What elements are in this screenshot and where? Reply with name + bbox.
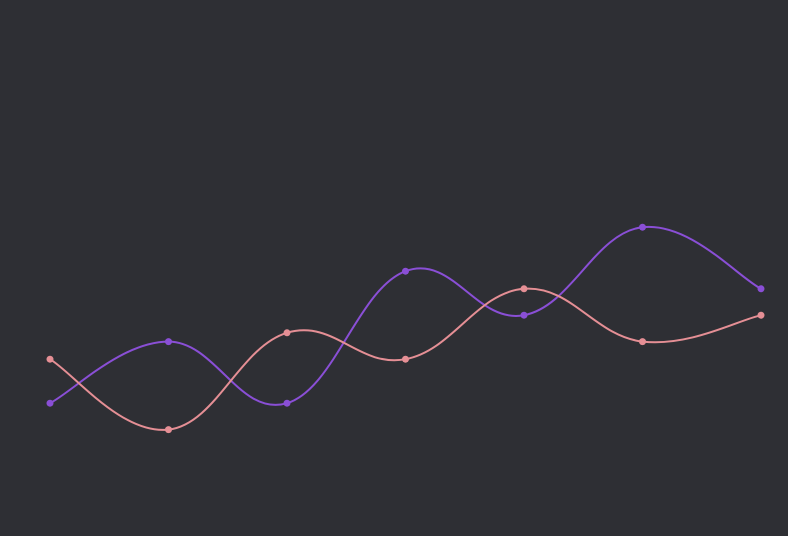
series-2-point-1 [46,355,54,363]
series-2-point-5 [520,285,528,293]
series-1-point-3 [283,399,291,407]
series-1-point-5 [520,311,528,319]
series-1-line [49,225,762,406]
series-1 [46,223,765,407]
series-2-point-6 [639,338,646,346]
series-1-point-1 [46,399,54,407]
series-1-point-7 [757,285,765,293]
series-1-point-6 [639,223,646,231]
series-2-point-7 [757,311,765,319]
series-2 [46,285,765,434]
series-2-point-4 [402,355,409,363]
series-2-point-2 [165,426,172,434]
series-1-point-2 [165,338,172,346]
series-1-point-4 [402,267,409,275]
series-2-point-3 [283,329,291,337]
